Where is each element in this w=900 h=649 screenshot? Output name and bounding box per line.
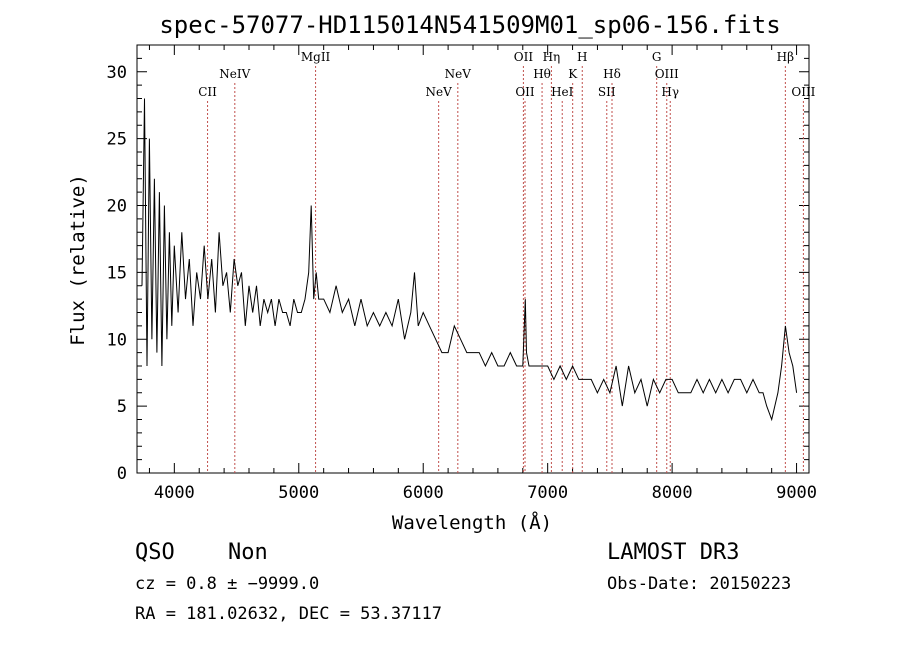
y-tick-label: 0 xyxy=(117,464,127,484)
redshift-text: cz = 0.8 ± −9999.0 xyxy=(135,574,319,594)
line-label: H xyxy=(577,50,587,64)
y-tick-label: 10 xyxy=(107,330,127,350)
x-tick-label: 7000 xyxy=(527,483,568,503)
line-label: HeI xyxy=(551,85,574,99)
y-axis-label: Flux (relative) xyxy=(67,174,89,346)
line-label: G xyxy=(652,50,662,64)
line-label: Hδ xyxy=(603,67,621,81)
line-label: OIII xyxy=(791,85,815,99)
line-label: CII xyxy=(198,85,217,99)
line-label: K xyxy=(568,67,578,81)
line-label: NeV xyxy=(426,85,453,99)
line-label: Hθ xyxy=(533,67,551,81)
y-tick-label: 20 xyxy=(107,197,127,217)
survey-name: LAMOST DR3 xyxy=(607,540,739,565)
x-axis-label: Wavelength (Å) xyxy=(392,511,552,534)
y-tick-label: 30 xyxy=(107,63,127,83)
y-tick-label: 15 xyxy=(107,263,127,283)
line-label: OIII xyxy=(655,67,679,81)
plot-frame xyxy=(136,44,810,474)
line-label: OII xyxy=(515,85,535,99)
y-tick-label: 25 xyxy=(107,130,127,150)
coordinates-text: RA = 181.02632, DEC = 53.37117 xyxy=(135,604,442,624)
x-tick-label: 5000 xyxy=(278,483,319,503)
line-label: OII xyxy=(514,50,534,64)
x-axis-ticks: 4000 5000 6000 7000 8000 9000 xyxy=(148,45,817,503)
line-label: Hγ xyxy=(661,85,679,99)
x-tick-label: 9000 xyxy=(776,483,817,503)
line-label: MgII xyxy=(301,50,331,64)
x-tick-label: 6000 xyxy=(403,483,444,503)
line-label: Hβ xyxy=(777,50,794,64)
object-subclass: Non xyxy=(228,540,268,565)
line-label: NeIV xyxy=(219,67,250,81)
line-label: Hη xyxy=(543,50,561,64)
y-axis-ticks: 0 5 10 15 20 25 30 xyxy=(107,57,809,484)
y-tick-label: 5 xyxy=(117,397,127,417)
x-tick-label: 8000 xyxy=(652,483,693,503)
line-label: NeV xyxy=(445,67,472,81)
x-tick-label: 4000 xyxy=(154,483,195,503)
object-class: QSO xyxy=(135,540,175,565)
chart-title: spec-57077-HD115014N541509M01_sp06-156.f… xyxy=(159,11,780,39)
obs-date-text: Obs-Date: 20150223 xyxy=(607,574,791,594)
line-label: SII xyxy=(598,85,616,99)
spectrum-line xyxy=(141,98,798,422)
